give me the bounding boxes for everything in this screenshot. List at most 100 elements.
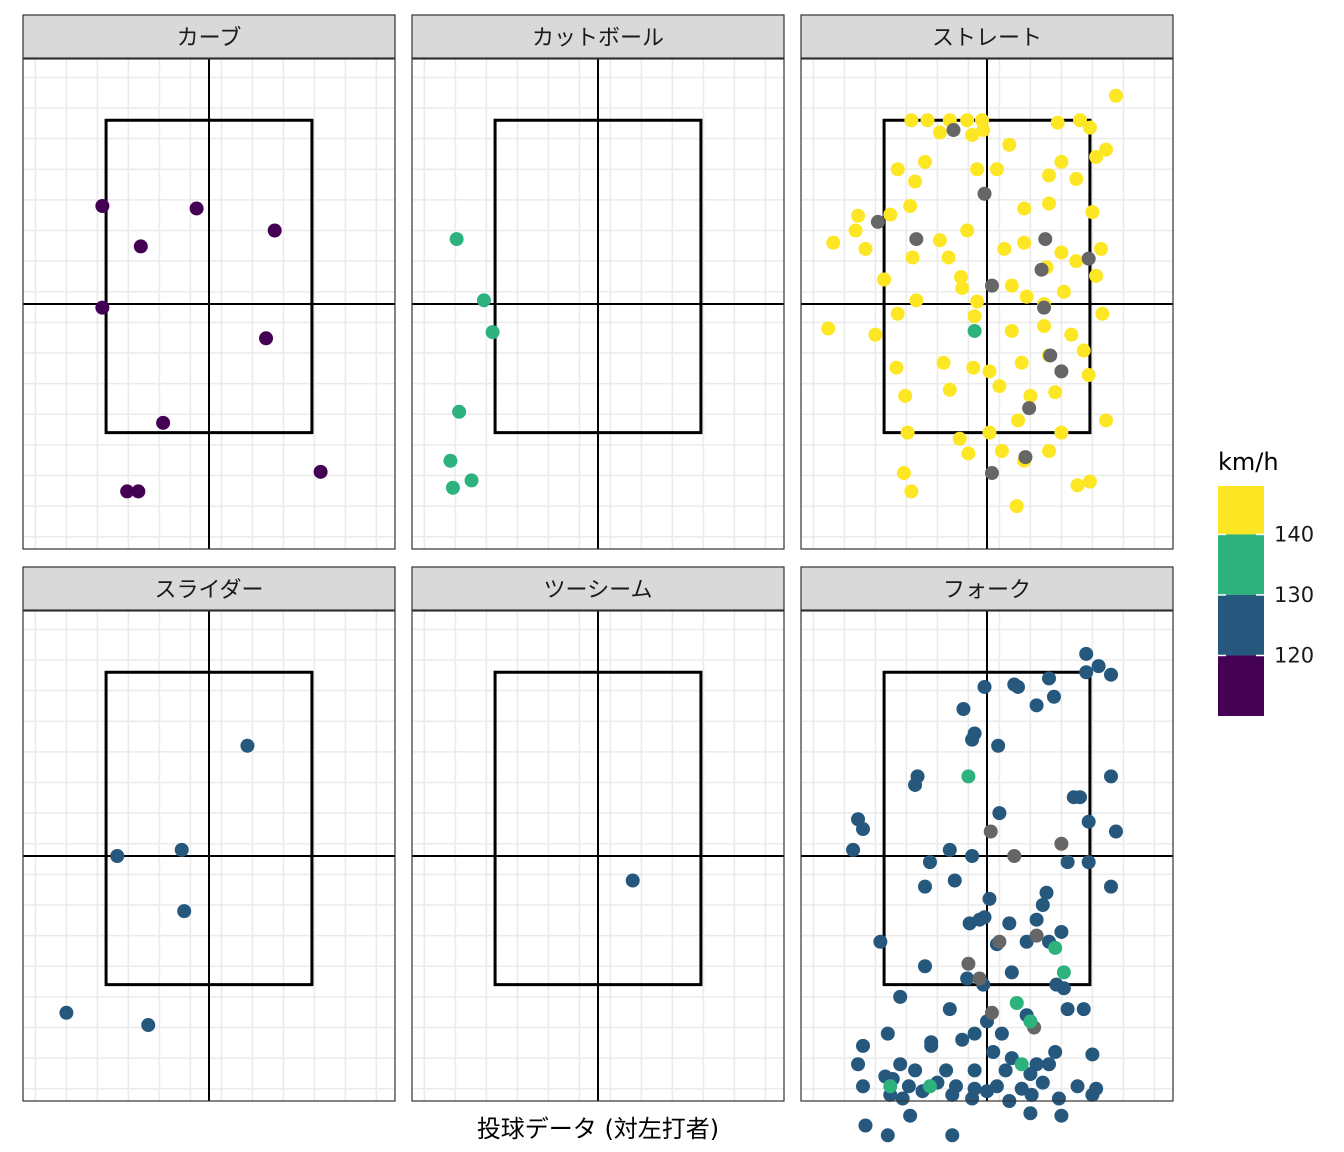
data-point <box>908 1063 923 1078</box>
data-point <box>890 306 905 321</box>
panel-border <box>411 610 785 1102</box>
data-point <box>1089 268 1104 283</box>
data-point <box>1082 474 1097 489</box>
data-point <box>1009 499 1024 514</box>
facet-strip <box>22 14 396 59</box>
data-point <box>1064 327 1079 342</box>
x-axis-label: 投球データ (対左打者) <box>477 1115 719 1143</box>
data-point <box>1004 965 1019 980</box>
panel-border <box>22 58 396 550</box>
data-point <box>992 806 1007 821</box>
data-point <box>1108 88 1123 103</box>
strike-zone <box>104 118 314 435</box>
data-point-na <box>1007 849 1022 863</box>
data-point <box>945 1087 960 1102</box>
data-point-na <box>1054 364 1069 379</box>
data-point <box>945 1128 960 1143</box>
data-point <box>970 294 985 309</box>
data-points <box>95 199 328 499</box>
data-point <box>1029 912 1044 927</box>
data-point <box>967 1063 982 1078</box>
data-point-na <box>1081 251 1096 266</box>
data-point <box>1042 444 1056 458</box>
data-point <box>1023 388 1038 403</box>
facet-strip <box>800 566 1174 611</box>
data-points <box>625 873 640 888</box>
data-point <box>1023 1106 1038 1121</box>
data-point <box>994 444 1009 458</box>
facet-panel: ツーシーム <box>411 566 785 1102</box>
data-point <box>909 293 924 308</box>
data-point <box>994 1026 1009 1041</box>
data-point <box>1048 1045 1063 1059</box>
data-point-na <box>977 186 992 201</box>
data-point <box>59 1005 74 1020</box>
data-point <box>110 849 125 863</box>
data-point <box>856 822 870 837</box>
data-point <box>1104 769 1118 784</box>
data-point <box>982 425 997 440</box>
data-point <box>1046 689 1061 704</box>
data-point-na <box>1022 401 1037 416</box>
data-point <box>962 916 977 931</box>
data-point <box>1073 113 1087 128</box>
legend-color-band <box>1218 534 1264 595</box>
data-point-na <box>1034 262 1049 277</box>
data-point <box>1029 698 1044 713</box>
data-point <box>965 849 980 863</box>
data-point <box>1054 1108 1069 1123</box>
data-point <box>880 1026 895 1041</box>
data-point <box>889 360 904 375</box>
data-point-na <box>946 123 961 138</box>
data-point <box>1011 413 1025 428</box>
data-point <box>961 446 976 461</box>
data-point-na <box>1054 836 1069 851</box>
data-point <box>1056 284 1071 299</box>
data-point <box>1060 855 1075 870</box>
data-point-na <box>1018 450 1033 465</box>
panel-border <box>800 610 1174 1102</box>
data-point <box>1069 254 1084 269</box>
data-point-na <box>909 232 924 247</box>
data-point <box>982 364 997 379</box>
data-point <box>1035 1075 1050 1090</box>
data-point <box>1104 879 1118 894</box>
legend-title: km/h <box>1218 448 1279 476</box>
data-point <box>1076 343 1091 358</box>
data-point <box>900 425 915 440</box>
data-point <box>877 272 892 287</box>
data-point <box>898 388 913 403</box>
data-point <box>1091 659 1106 674</box>
data-point <box>1079 665 1094 680</box>
data-point <box>1019 289 1034 304</box>
data-point <box>873 934 888 949</box>
data-point <box>1076 1002 1091 1017</box>
facet-strip <box>411 14 785 59</box>
data-point <box>1089 150 1104 164</box>
data-point <box>1023 1067 1038 1082</box>
data-point <box>1042 168 1056 183</box>
panel-border <box>22 610 396 1102</box>
data-point <box>1099 413 1114 428</box>
data-point <box>1017 235 1032 250</box>
data-point <box>893 1057 908 1072</box>
data-point <box>998 1063 1013 1078</box>
legend-tick-label: 120 <box>1274 643 1314 667</box>
data-point <box>955 281 970 296</box>
facet-title: フォーク <box>943 578 1031 603</box>
data-point <box>476 293 491 308</box>
data-point-na <box>1043 348 1058 363</box>
data-point <box>1024 1087 1039 1102</box>
data-point <box>1054 425 1069 440</box>
data-point <box>982 891 997 906</box>
facet-title: ストレート <box>932 26 1042 51</box>
data-point <box>625 873 640 888</box>
data-point-na <box>961 956 976 971</box>
data-point <box>965 732 980 747</box>
data-point <box>895 1091 910 1106</box>
data-point <box>883 1079 898 1094</box>
data-point <box>858 1118 873 1133</box>
data-point <box>1039 885 1054 900</box>
data-point <box>189 201 204 216</box>
strike-zone <box>493 118 703 435</box>
